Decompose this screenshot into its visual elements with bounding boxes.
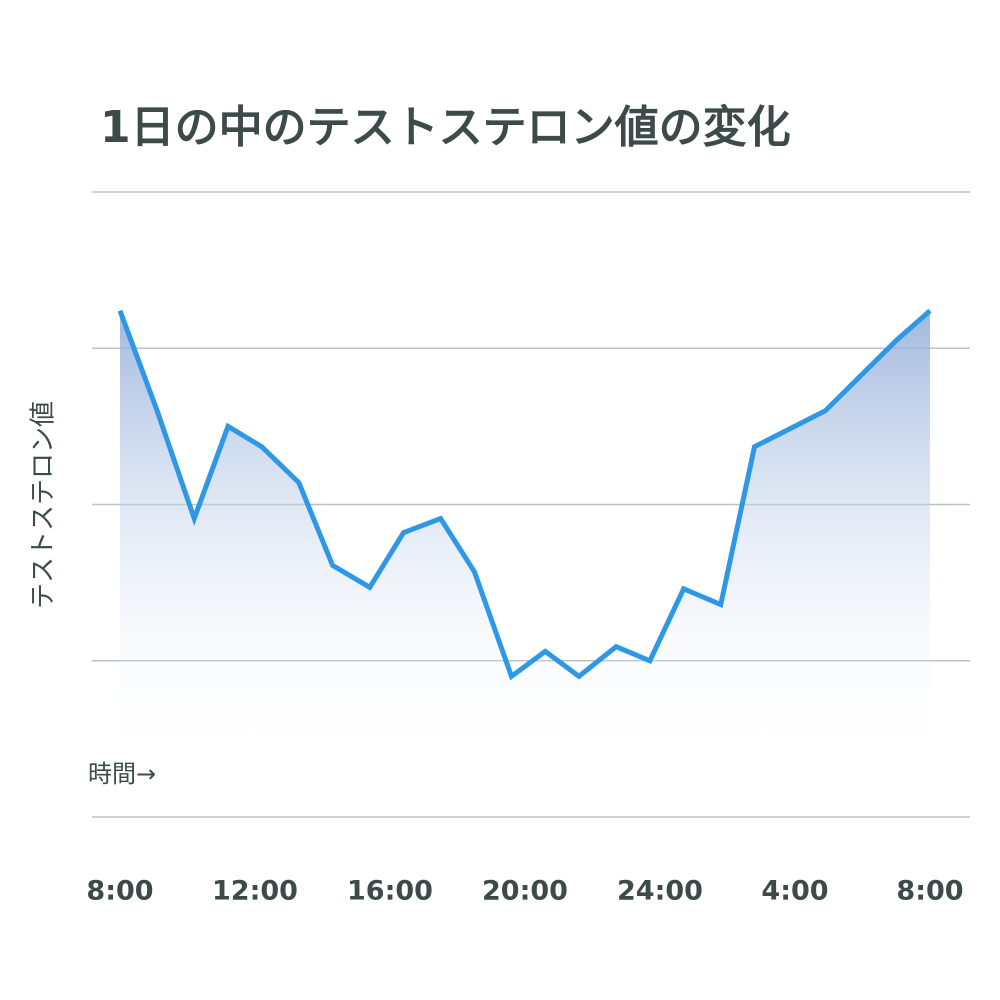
- x-tick-label: 24:00: [617, 876, 703, 907]
- x-tick-label: 20:00: [482, 876, 568, 907]
- chart-title: 1日の中のテストステロン値の変化: [100, 102, 791, 153]
- area-fill: [120, 310, 930, 817]
- x-tick-label: 4:00: [761, 876, 828, 907]
- line: [117, 308, 932, 681]
- x-tick-label: 16:00: [347, 876, 433, 907]
- x-tick-label: 12:00: [212, 876, 298, 907]
- x-tick-label: 8:00: [86, 876, 153, 907]
- x-tick-label: 8:00: [896, 876, 963, 907]
- y-axis-label: テストステロン値: [29, 401, 59, 609]
